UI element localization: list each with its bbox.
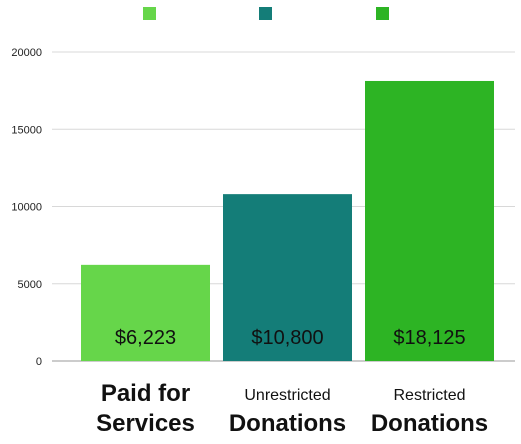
x-category-label-1-line-1: Paid for (101, 380, 190, 407)
y-tick-label-5000: 5000 (18, 279, 42, 291)
legend-swatch-2 (259, 7, 272, 20)
bar-2 (223, 194, 352, 361)
x-category-label-1-line-2: Services (96, 410, 195, 437)
chart-legend (143, 7, 389, 20)
y-tick-label-0: 0 (36, 356, 42, 368)
bar-1 (81, 264, 210, 361)
x-axis-category-labels: Paid for Services Unrestricted Donations Res… (96, 380, 488, 437)
y-tick-label-20000: 20000 (11, 47, 42, 59)
x-category-label-2-line-1: Unrestricted (244, 387, 330, 404)
x-category-label-3-line-1: Restricted (393, 387, 465, 404)
chart-bars (81, 80, 494, 361)
x-category-label-2-line-2: Donations (229, 410, 346, 437)
legend-swatch-1 (143, 7, 156, 20)
y-axis-tick-labels: 0 5000 10000 15000 20000 (11, 47, 42, 368)
bar-value-label-1: $6,223 (115, 327, 176, 349)
bar-value-labels: $6,223 $10,800 $18,125 (115, 327, 466, 349)
bar-value-label-2: $10,800 (251, 327, 323, 349)
legend-swatch-3 (376, 7, 389, 20)
bar-3 (365, 80, 494, 361)
bar-value-label-3: $18,125 (393, 327, 465, 349)
x-category-label-3-line-2: Donations (371, 410, 488, 437)
y-tick-label-10000: 10000 (11, 202, 42, 214)
y-tick-label-15000: 15000 (11, 124, 42, 136)
